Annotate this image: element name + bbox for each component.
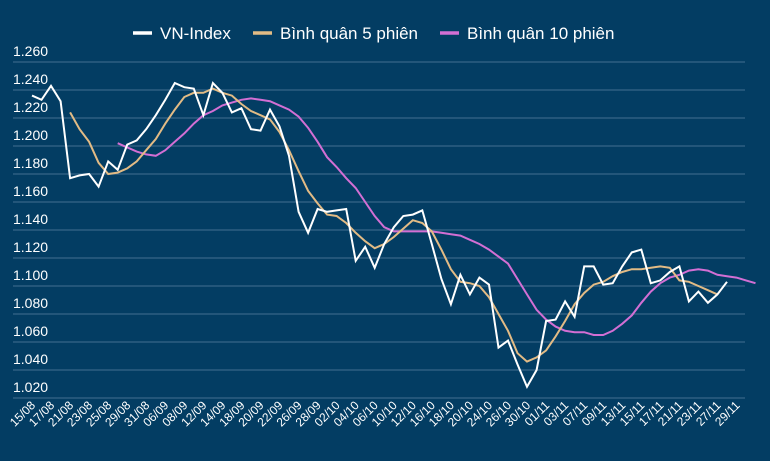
series-lines <box>31 81 756 390</box>
x-axis: 15/0817/0821/0823/0825/0829/0831/0806/09… <box>7 398 743 429</box>
series-line-vn-index <box>31 81 728 390</box>
gridlines <box>13 61 745 399</box>
series-line-ma10 <box>117 97 756 336</box>
y-tick-label: 1.180 <box>13 155 48 171</box>
legend-label-ma10: Bình quân 10 phiên <box>467 24 614 43</box>
y-tick-label: 1.080 <box>13 295 48 311</box>
legend-label-vn-index: VN-Index <box>160 24 231 43</box>
y-tick-label: 1.200 <box>13 127 48 143</box>
y-tick-label: 1.160 <box>13 183 48 199</box>
y-tick-label: 1.140 <box>13 211 48 227</box>
y-tick-label: 1.240 <box>13 71 48 87</box>
y-tick-label: 1.120 <box>13 239 48 255</box>
legend: VN-Index Bình quân 5 phiên Bình quân 10 … <box>133 24 614 43</box>
y-tick-label: 1.040 <box>13 351 48 367</box>
legend-label-ma5: Bình quân 5 phiên <box>280 24 418 43</box>
y-tick-label: 1.020 <box>13 379 48 395</box>
series-line-ma5 <box>69 87 718 363</box>
y-tick-label: 1.220 <box>13 99 48 115</box>
y-tick-label: 1.100 <box>13 267 48 283</box>
y-axis: 1.020 1.040 1.060 1.080 1.100 1.120 1.140 1.160… <box>13 43 48 395</box>
y-tick-label: 1.060 <box>13 323 48 339</box>
y-tick-label: 1.260 <box>13 43 48 59</box>
